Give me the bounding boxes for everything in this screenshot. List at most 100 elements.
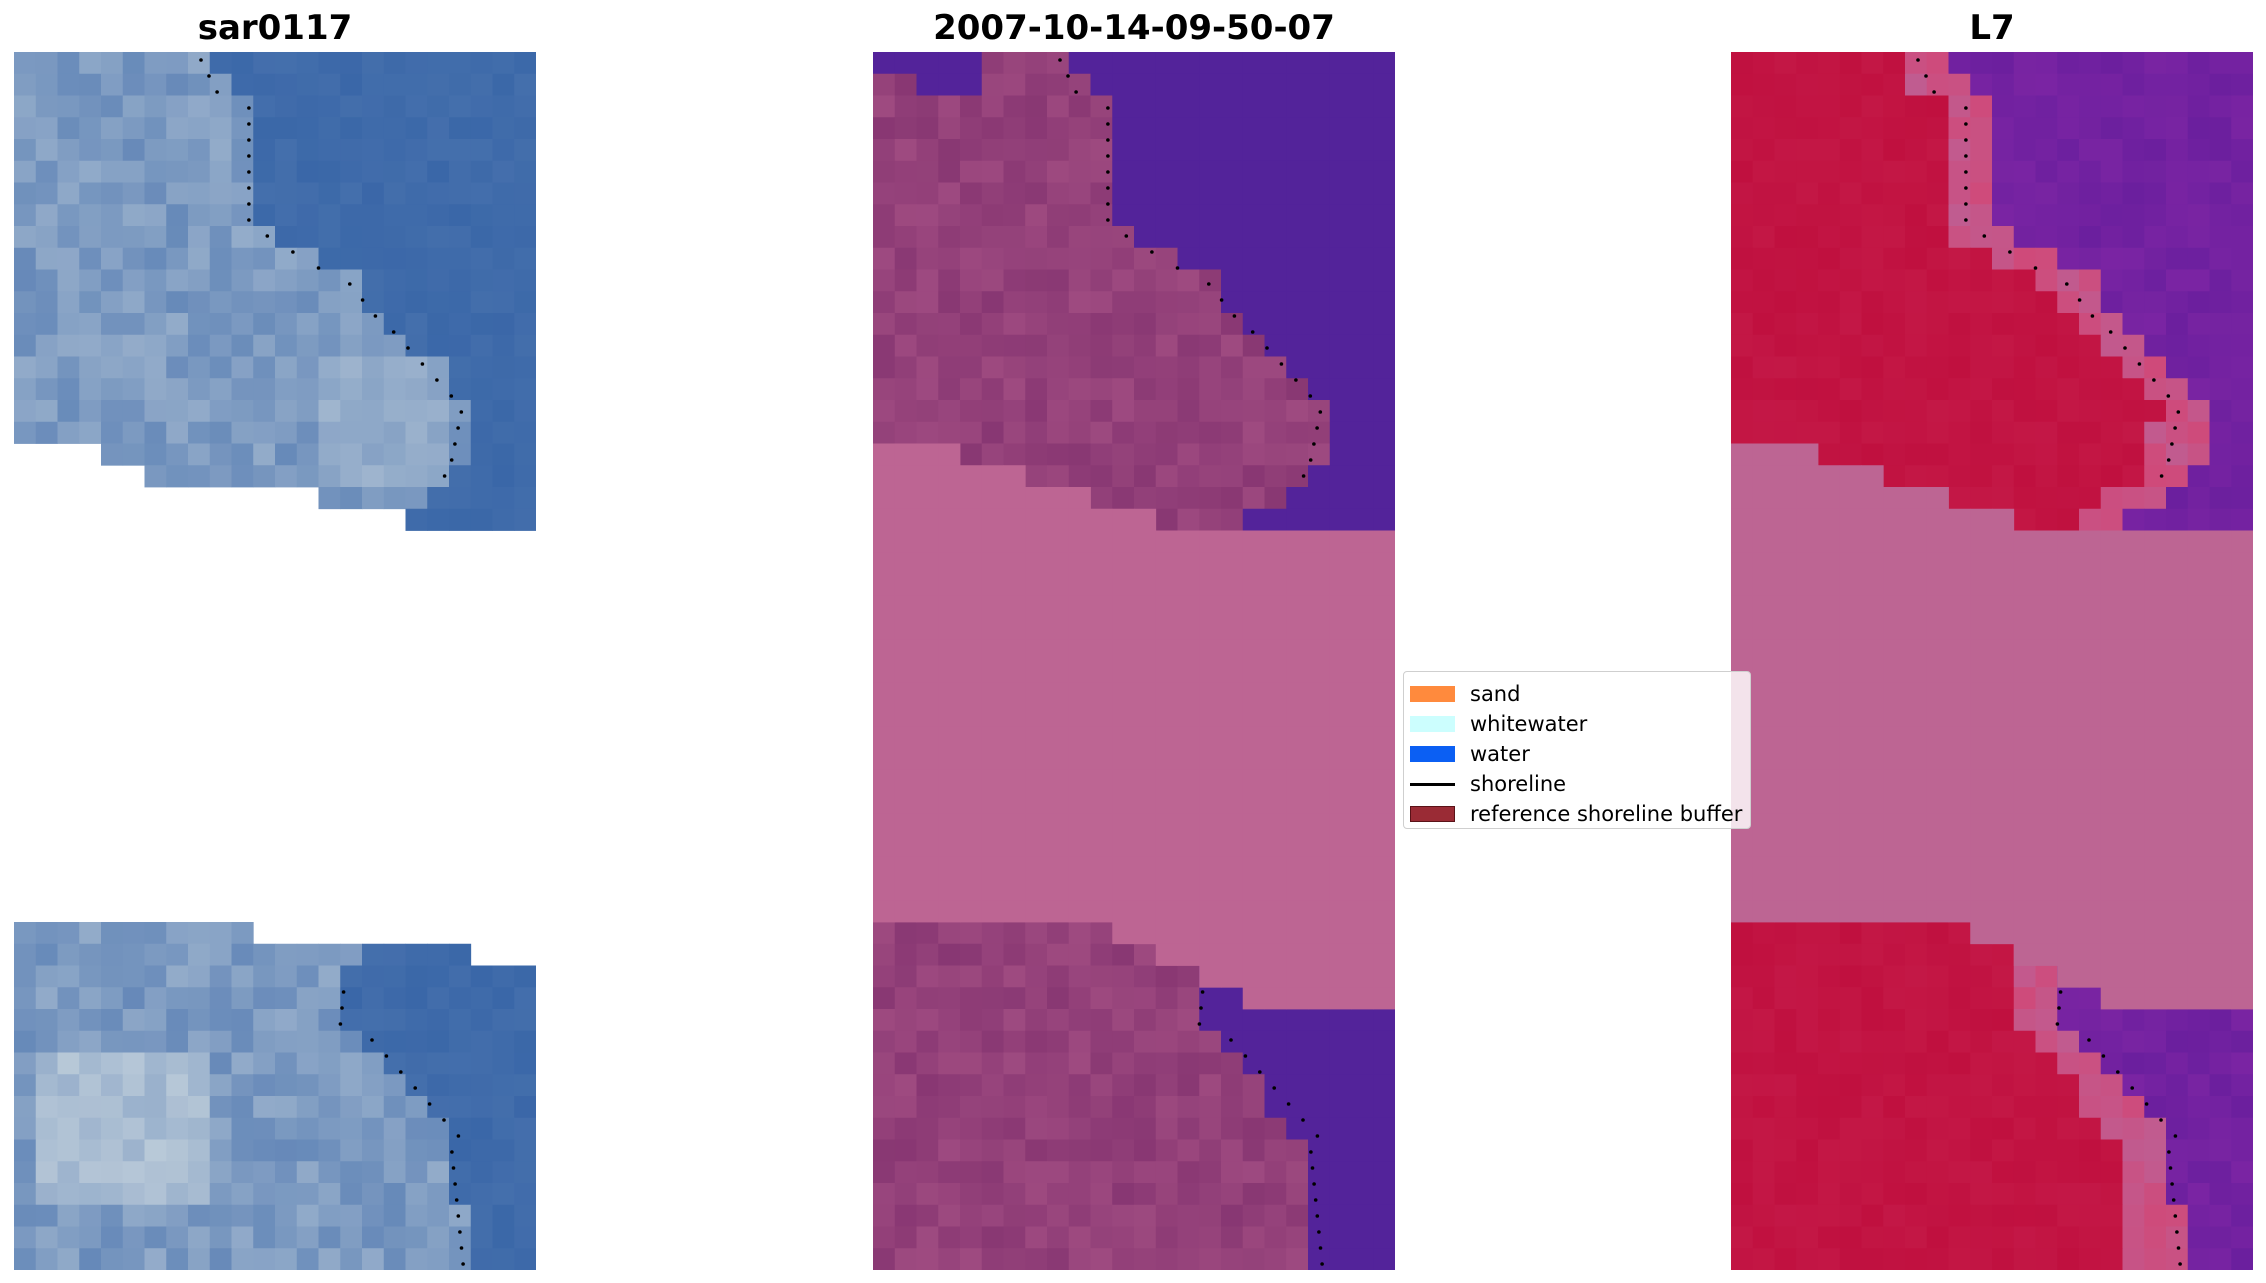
raster-pixel — [1926, 595, 1949, 618]
raster-pixel — [1090, 1074, 1113, 1097]
raster-pixel — [1003, 182, 1026, 205]
raster-pixel — [1926, 334, 1949, 357]
raster-pixel — [383, 400, 406, 423]
raster-pixel — [1970, 682, 1993, 705]
raster-pixel — [2166, 704, 2189, 727]
raster-pixel — [362, 1161, 385, 1184]
raster-pixel — [1177, 726, 1200, 749]
raster-pixel — [1112, 487, 1135, 510]
raster-pixel — [1818, 465, 1841, 488]
raster-pixel — [1373, 987, 1395, 1010]
raster-pixel — [2187, 1052, 2210, 1075]
raster-pixel — [2209, 530, 2232, 553]
raster-pixel — [2100, 1226, 2123, 1249]
raster-pixel — [1926, 247, 1949, 270]
raster-pixel — [1308, 1074, 1331, 1097]
raster-pixel — [1373, 1161, 1395, 1184]
raster-pixel — [318, 226, 341, 249]
raster-pixel — [14, 987, 37, 1010]
raster-pixel — [1112, 443, 1135, 466]
raster-pixel — [362, 139, 385, 162]
raster-pixel — [2122, 791, 2145, 814]
raster-pixel — [873, 73, 896, 96]
raster-pixel — [1796, 1074, 1819, 1097]
raster-pixel — [231, 1139, 254, 1162]
raster-pixel — [1308, 52, 1331, 75]
raster-pixel — [1155, 487, 1178, 510]
raster-pixel — [1242, 856, 1265, 879]
raster-pixel — [1905, 856, 1928, 879]
raster-pixel — [1796, 160, 1819, 183]
raster-pixel — [1025, 965, 1048, 988]
raster-pixel — [144, 247, 167, 270]
legend-label: reference shoreline buffer — [1470, 802, 1743, 826]
raster-pixel — [427, 1074, 450, 1097]
raster-pixel — [2187, 421, 2210, 444]
raster-pixel — [960, 769, 983, 792]
raster-pixel — [340, 139, 363, 162]
raster-pixel — [101, 247, 124, 270]
raster-pixel — [296, 421, 319, 444]
raster-pixel — [275, 182, 298, 205]
raster-pixel — [981, 269, 1004, 292]
raster-pixel — [1199, 1248, 1222, 1270]
raster-pixel — [2013, 160, 2036, 183]
raster-pixel — [1774, 247, 1797, 270]
raster-pixel — [1818, 704, 1841, 727]
raster-pixel — [1286, 922, 1309, 945]
raster-pixel — [1948, 574, 1971, 597]
raster-pixel — [209, 269, 232, 292]
raster-pixel — [2209, 443, 2232, 466]
raster-pixel — [1905, 813, 1928, 836]
raster-pixel — [1992, 247, 2015, 270]
raster-pixel — [2209, 139, 2232, 162]
raster-pixel — [340, 95, 363, 118]
shoreline-point — [215, 90, 219, 94]
raster-pixel — [209, 1139, 232, 1162]
raster-pixel — [1199, 791, 1222, 814]
raster-pixel — [2013, 465, 2036, 488]
raster-pixel — [470, 1009, 493, 1032]
raster-pixel — [2079, 204, 2102, 227]
raster-pixel — [1752, 443, 1775, 466]
raster-pixel — [383, 1117, 406, 1140]
raster-pixel — [938, 291, 961, 314]
raster-pixel — [1818, 661, 1841, 684]
raster-pixel — [1264, 922, 1287, 945]
raster-pixel — [1308, 791, 1331, 814]
raster-pixel — [1883, 965, 1906, 988]
raster-pixel — [2122, 52, 2145, 75]
raster-pixel — [2231, 835, 2253, 858]
raster-pixel — [1818, 791, 1841, 814]
raster-pixel — [405, 400, 428, 423]
raster-pixel — [873, 182, 896, 205]
raster-pixel — [2079, 52, 2102, 75]
raster-pixel — [492, 1226, 515, 1249]
shoreline-point — [370, 1038, 374, 1042]
raster-pixel — [916, 291, 939, 314]
raster-pixel — [1905, 334, 1928, 357]
raster-pixel — [1221, 987, 1244, 1010]
shoreline-point — [1964, 138, 1968, 142]
raster-pixel — [253, 313, 276, 336]
raster-pixel — [2166, 769, 2189, 792]
raster-pixel — [1948, 52, 1971, 75]
raster-pixel — [1112, 400, 1135, 423]
raster-pixel — [231, 226, 254, 249]
raster-pixel — [1047, 595, 1070, 618]
shoreline-point — [451, 1166, 456, 1170]
raster-pixel — [1068, 269, 1091, 292]
raster-pixel — [144, 1204, 167, 1227]
raster-pixel — [340, 465, 363, 488]
raster-pixel — [1112, 160, 1135, 183]
raster-pixel — [1199, 748, 1222, 771]
raster-pixel — [1177, 1248, 1200, 1270]
shoreline-point — [1106, 218, 1110, 222]
raster-pixel — [2079, 726, 2102, 749]
raster-pixel — [2122, 856, 2145, 879]
raster-pixel — [1731, 487, 1754, 510]
raster-pixel — [1177, 117, 1200, 140]
raster-pixel — [2231, 160, 2253, 183]
raster-pixel — [894, 182, 917, 205]
raster-pixel — [1752, 748, 1775, 771]
